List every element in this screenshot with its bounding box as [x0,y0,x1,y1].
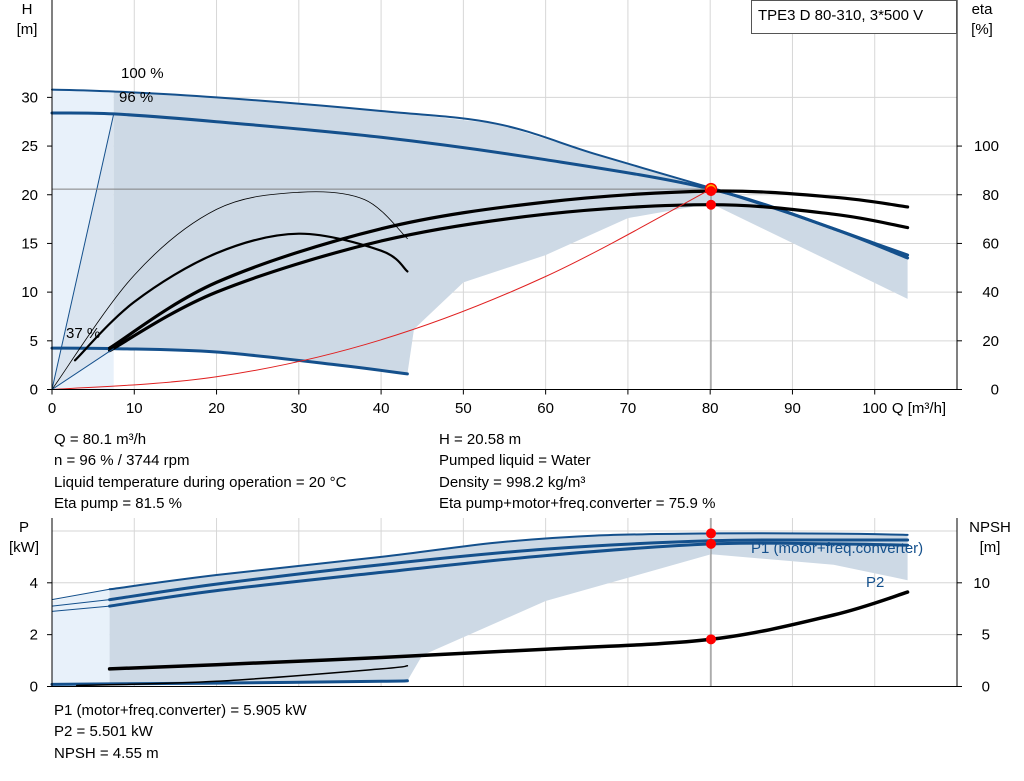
y-tick-label: 10 [21,284,38,301]
x-tick-label: 100 [862,400,887,417]
efficiency-curve [108,189,910,350]
npsh-curve [75,665,409,687]
x-tick-label: 70 [620,400,637,417]
y2-tick-label: 20 [982,333,999,350]
head-curve [50,111,910,260]
duty-point-p1 [706,528,717,539]
bottom-area-low-flow [52,589,110,687]
power-lead-line [51,588,110,601]
top-axes: 0 5 10 15 20 25 30 0 20 40 60 80 100 0 10 20 30 40 50 60 70 8… [17,0,999,417]
info-flow: Q = 80.1 m³/h [54,431,147,448]
y-axis-label: H [22,1,33,18]
efficiency-curve [51,191,408,390]
p-tick-label: 0 [30,679,38,696]
npsh-curve [107,590,910,671]
top-area-operating [113,91,908,374]
duty-info-right: H = 20.58 m Pumped liquid = Water Densit… [439,429,715,514]
info-eta-total: Eta pump+motor+freq.converter = 75.9 % [439,494,716,512]
info-temperature: Liquid temperature during operation = 20… [54,473,347,491]
duty-info-left: Q = 80.1 m³/h n = 96 % / 3744 rpm Liquid… [54,429,346,514]
y-tick-label: 20 [21,187,38,204]
y2-axis-label: eta [972,1,994,18]
y-tick-label: 30 [21,89,38,106]
info-head: H = 20.58 m [439,431,522,448]
curve-label: 96 % [119,89,153,106]
info-eta-pump: Eta pump = 81.5 % [54,494,182,512]
p-tick-label: 2 [30,627,38,644]
y-tick-label: 15 [21,235,38,252]
power-curve [108,532,909,591]
y2-axis-unit: [%] [971,21,993,38]
y2-tick-label: 0 [991,382,999,399]
bottom-area-operating [109,533,908,684]
info-p1: P1 (motor+freq.converter) = 5.905 kW [54,702,307,719]
origin-line [51,348,114,390]
info-p2: P2 = 5.501 kW [54,723,153,741]
npsh-tick-label: 5 [982,627,990,644]
duty-point-npsh [706,634,717,645]
bottom-axes: 0 2 4 0 5 10 P [kW] NPSH [m] [9,518,1011,696]
power-lead-line [51,599,110,607]
bottom-operating-area [52,533,908,687]
p-axis-unit: [kW] [9,539,39,556]
title-box [751,0,957,34]
p-tick-label: 4 [30,575,38,592]
power-curve [50,679,409,686]
curve-label: 100 % [121,65,164,82]
series-label-p1: P1 (motor+freq.converter) [751,540,923,557]
y2-tick-label: 40 [982,284,999,301]
top-operating-area [52,89,908,390]
efficiency-curve [108,203,910,353]
y-tick-label: 5 [30,333,38,350]
y-tick-label: 0 [30,382,38,399]
top-curves: 100 % 96 % 37 % [50,65,910,390]
y2-tick-label: 100 [974,138,999,155]
p-axis-label: P [19,519,29,536]
duty-point-eta-total [706,199,717,210]
x-tick-label: 80 [702,400,719,417]
series-label-p2: P2 [866,574,884,591]
power-curve [108,538,910,602]
y-axis-unit: [m] [17,21,38,38]
x-tick-label: 60 [537,400,554,417]
x-tick-label: 30 [290,400,307,417]
x-tick-label: 0 [48,400,56,417]
x-tick-label: 90 [784,400,801,417]
x-tick-label: 20 [208,400,225,417]
efficiency-curve [73,232,409,362]
duty-point-p2 [706,538,717,549]
npsh-tick-label: 0 [982,679,990,696]
head-curve [51,88,712,189]
info-speed: n = 96 % / 3744 rpm [54,452,190,470]
x-tick-label: 10 [126,400,143,417]
y-tick-label: 25 [21,138,38,155]
x-tick-label: 40 [373,400,390,417]
power-curve [108,541,910,608]
head-curve [50,346,409,376]
duty-info-bottom: P1 (motor+freq.converter) = 5.905 kW P2 … [54,700,307,764]
info-npsh: NPSH = 4.55 m [54,744,159,762]
system-curve [51,188,712,390]
npsh-axis-label: NPSH [969,519,1011,536]
npsh-axis-unit: [m] [980,539,1001,556]
y2-tick-label: 80 [982,187,999,204]
y2-tick-label: 60 [982,235,999,252]
info-liquid: Pumped liquid = Water [439,452,591,470]
curve-label: 37 % [66,325,100,342]
origin-line [51,113,115,390]
bottom-curves: P1 (motor+freq.converter) P2 [50,518,923,687]
chart-title: TPE3 D 80-310, 3*500 V [758,7,923,24]
x-axis-label: Q [m³/h] [892,400,946,417]
duty-point-eta-pump [706,186,717,197]
power-lead-line [51,605,110,612]
info-density: Density = 998.2 kg/m³ [439,473,586,491]
npsh-tick-label: 10 [973,575,990,592]
x-tick-label: 50 [455,400,472,417]
